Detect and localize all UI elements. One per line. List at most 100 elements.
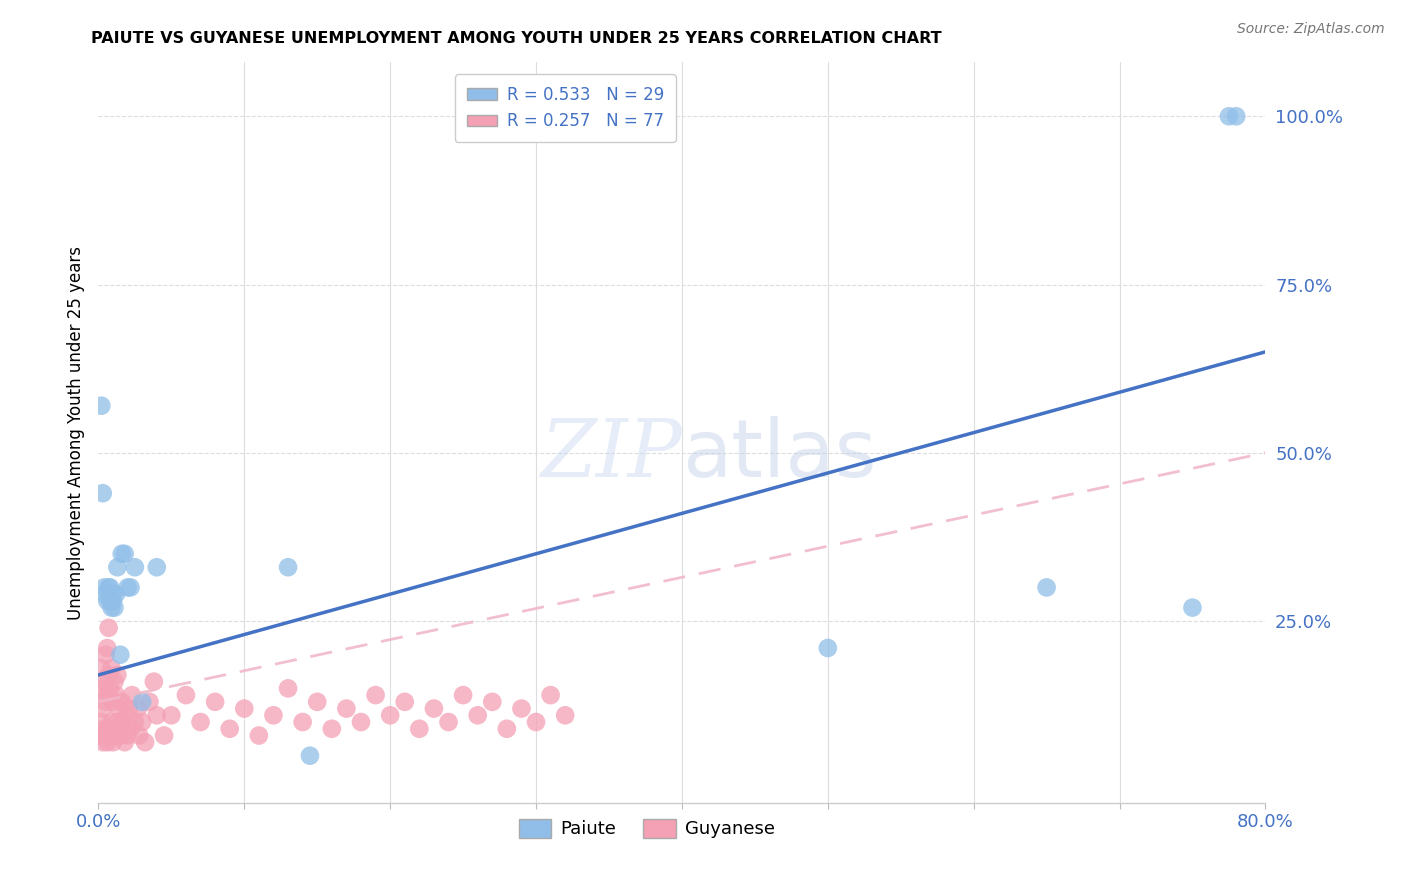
- Point: [394, 695, 416, 709]
- Point: [364, 688, 387, 702]
- Point: [114, 735, 136, 749]
- Point: [105, 560, 128, 574]
- Point: [114, 547, 136, 561]
- Point: [298, 748, 321, 763]
- Point: [451, 688, 474, 702]
- Point: [90, 661, 112, 675]
- Point: [1218, 109, 1240, 123]
- Point: [91, 701, 114, 715]
- Point: [112, 714, 135, 729]
- Point: [120, 722, 142, 736]
- Point: [96, 688, 118, 702]
- Y-axis label: Unemployment Among Youth under 25 years: Unemployment Among Youth under 25 years: [66, 245, 84, 620]
- Point: [93, 722, 115, 736]
- Point: [111, 547, 134, 561]
- Point: [321, 722, 343, 736]
- Text: atlas: atlas: [682, 416, 876, 494]
- Point: [103, 674, 125, 689]
- Point: [93, 581, 115, 595]
- Point: [104, 729, 127, 743]
- Point: [97, 668, 120, 682]
- Point: [153, 729, 176, 743]
- Point: [94, 648, 117, 662]
- Point: [96, 594, 118, 608]
- Text: Source: ZipAtlas.com: Source: ZipAtlas.com: [1237, 22, 1385, 37]
- Point: [89, 729, 111, 743]
- Point: [101, 735, 124, 749]
- Point: [160, 708, 183, 723]
- Point: [496, 722, 519, 736]
- Point: [510, 701, 533, 715]
- Point: [90, 714, 112, 729]
- Point: [97, 581, 120, 595]
- Point: [101, 695, 124, 709]
- Point: [118, 701, 141, 715]
- Point: [131, 714, 153, 729]
- Point: [134, 735, 156, 749]
- Point: [94, 695, 117, 709]
- Point: [108, 701, 131, 715]
- Point: [115, 708, 138, 723]
- Point: [100, 714, 122, 729]
- Point: [218, 722, 240, 736]
- Point: [104, 688, 127, 702]
- Point: [120, 581, 142, 595]
- Point: [96, 640, 118, 655]
- Point: [100, 600, 122, 615]
- Text: PAIUTE VS GUYANESE UNEMPLOYMENT AMONG YOUTH UNDER 25 YEARS CORRELATION CHART: PAIUTE VS GUYANESE UNEMPLOYMENT AMONG YO…: [91, 31, 942, 46]
- Point: [93, 674, 115, 689]
- Point: [128, 729, 150, 743]
- Point: [335, 701, 357, 715]
- Point: [817, 640, 839, 655]
- Point: [350, 714, 373, 729]
- Point: [1035, 581, 1057, 595]
- Point: [277, 560, 299, 574]
- Point: [204, 695, 226, 709]
- Point: [124, 714, 146, 729]
- Point: [98, 729, 121, 743]
- Point: [524, 714, 547, 729]
- Point: [111, 695, 134, 709]
- Point: [104, 587, 127, 601]
- Point: [554, 708, 576, 723]
- Point: [142, 674, 165, 689]
- Point: [467, 708, 489, 723]
- Point: [291, 714, 314, 729]
- Point: [96, 735, 118, 749]
- Point: [117, 729, 139, 743]
- Point: [380, 708, 402, 723]
- Point: [423, 701, 446, 715]
- Point: [98, 681, 121, 696]
- Point: [1225, 109, 1247, 123]
- Point: [101, 587, 124, 601]
- Point: [408, 722, 430, 736]
- Point: [138, 695, 160, 709]
- Point: [437, 714, 460, 729]
- Point: [121, 688, 143, 702]
- Point: [124, 560, 146, 574]
- Point: [91, 735, 114, 749]
- Point: [174, 688, 197, 702]
- Point: [90, 399, 112, 413]
- Point: [1181, 600, 1204, 615]
- Point: [91, 486, 114, 500]
- Point: [127, 701, 149, 715]
- Point: [190, 714, 212, 729]
- Point: [146, 560, 169, 574]
- Point: [105, 714, 128, 729]
- Point: [262, 708, 284, 723]
- Text: ZIP: ZIP: [540, 416, 682, 493]
- Point: [103, 722, 125, 736]
- Point: [233, 701, 256, 715]
- Point: [89, 681, 111, 696]
- Point: [110, 729, 132, 743]
- Point: [97, 621, 120, 635]
- Point: [131, 695, 153, 709]
- Point: [97, 722, 120, 736]
- Point: [98, 581, 121, 595]
- Legend: Paiute, Guyanese: Paiute, Guyanese: [512, 812, 782, 846]
- Point: [481, 695, 503, 709]
- Point: [94, 729, 117, 743]
- Point: [146, 708, 169, 723]
- Point: [100, 661, 122, 675]
